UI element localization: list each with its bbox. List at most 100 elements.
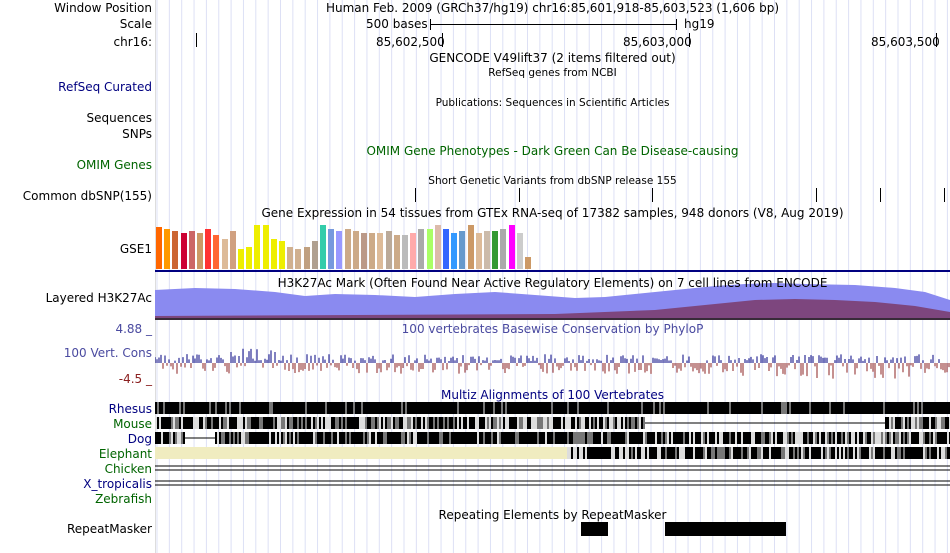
elephant-block bbox=[753, 447, 755, 459]
species-zebrafish[interactable]: Zebrafish bbox=[95, 492, 152, 506]
repeat-title[interactable]: Repeating Elements by RepeatMasker bbox=[438, 508, 667, 522]
omim-title[interactable]: OMIM Gene Phenotypes - Dark Green Can Be… bbox=[366, 144, 739, 158]
repeat-label[interactable]: RepeatMasker bbox=[66, 522, 152, 536]
mouse-block bbox=[629, 417, 631, 429]
elephant-block bbox=[691, 447, 693, 459]
multiz-title[interactable]: Multiz Alignments of 100 Vertebrates bbox=[440, 388, 665, 402]
gtex-bar[interactable] bbox=[287, 247, 294, 269]
gtex-bar[interactable] bbox=[467, 225, 474, 269]
gtex-bar[interactable] bbox=[205, 229, 212, 269]
gtex-bar[interactable] bbox=[516, 233, 523, 269]
gtex-bar[interactable] bbox=[352, 231, 359, 269]
snps-label[interactable]: SNPs bbox=[122, 127, 152, 141]
gtex-bar[interactable] bbox=[188, 231, 195, 269]
refseq-title[interactable]: RefSeq genes from NCBI bbox=[488, 67, 617, 79]
gtex-bar[interactable] bbox=[426, 229, 433, 269]
dog-block bbox=[303, 432, 305, 444]
gtex-bar[interactable] bbox=[451, 233, 458, 269]
gtex-bar[interactable] bbox=[418, 229, 425, 269]
gtex-bar[interactable] bbox=[385, 231, 392, 269]
gtex-bar[interactable] bbox=[303, 247, 310, 269]
gtex-bar[interactable] bbox=[377, 233, 384, 269]
rhesus-block bbox=[685, 402, 687, 414]
dbsnp-title[interactable]: Short Genetic Variants from dbSNP releas… bbox=[428, 175, 677, 187]
species-elephant[interactable]: Elephant bbox=[98, 447, 152, 461]
dog-block bbox=[769, 432, 771, 444]
h3k27ac-title[interactable]: H3K27Ac Mark (Often Found Near Active Re… bbox=[277, 276, 828, 290]
gtex-bar[interactable] bbox=[369, 233, 376, 269]
h3k27ac-plot[interactable] bbox=[155, 270, 950, 322]
elephant-block bbox=[657, 447, 659, 459]
gtex-bar[interactable] bbox=[311, 241, 318, 269]
rhesus-block bbox=[317, 402, 319, 414]
mouse-block bbox=[487, 417, 489, 429]
mouse-block bbox=[237, 417, 239, 429]
species-dog[interactable]: Dog bbox=[127, 432, 152, 446]
gtex-bar[interactable] bbox=[156, 227, 162, 269]
gtex-bar[interactable] bbox=[500, 229, 507, 269]
gtex-bar[interactable] bbox=[197, 233, 203, 269]
gtex-bar[interactable] bbox=[508, 225, 515, 269]
phylop-label[interactable]: 100 Vert. Cons bbox=[63, 346, 152, 360]
sequences-label[interactable]: Sequences bbox=[86, 111, 152, 125]
gtex-bar[interactable] bbox=[180, 233, 187, 269]
multiz-alignments[interactable] bbox=[155, 402, 950, 502]
species-chicken[interactable]: Chicken bbox=[104, 462, 152, 476]
gtex-bar[interactable] bbox=[270, 239, 277, 269]
gtex-title[interactable]: Gene Expression in 54 tissues from GTEx … bbox=[261, 206, 844, 220]
h3k27ac-label[interactable]: Layered H3K27Ac bbox=[45, 291, 152, 305]
omim-label[interactable]: OMIM Genes bbox=[76, 158, 152, 172]
phylop-title[interactable]: 100 vertebrates Basewise Conservation by… bbox=[401, 322, 704, 336]
phylop-plot[interactable] bbox=[155, 338, 950, 384]
rhesus-block bbox=[553, 402, 555, 414]
dbsnp-variant[interactable] bbox=[880, 188, 881, 202]
gtex-bar[interactable] bbox=[484, 231, 490, 269]
gtex-bar[interactable] bbox=[221, 239, 228, 269]
gtex-bar[interactable] bbox=[320, 225, 326, 269]
gtex-bar[interactable] bbox=[336, 231, 343, 269]
gtex-bar[interactable] bbox=[410, 233, 417, 269]
elephant-block bbox=[663, 447, 665, 459]
repeat-block-2[interactable] bbox=[665, 522, 786, 536]
dbsnp-variant[interactable] bbox=[816, 188, 817, 202]
gtex-bar[interactable] bbox=[443, 229, 449, 269]
gtex-bar[interactable] bbox=[279, 241, 285, 269]
dbsnp-variant[interactable] bbox=[519, 188, 520, 202]
gtex-bar[interactable] bbox=[361, 233, 367, 269]
gtex-bar[interactable] bbox=[246, 247, 253, 269]
gtex-bar[interactable] bbox=[402, 235, 408, 269]
species-mouse[interactable]: Mouse bbox=[113, 417, 152, 431]
gtex-bar[interactable] bbox=[213, 235, 220, 269]
gtex-bar[interactable] bbox=[262, 225, 269, 269]
gtex-bar[interactable] bbox=[164, 229, 171, 269]
gtex-bar[interactable] bbox=[475, 233, 482, 269]
repeat-block-1[interactable] bbox=[581, 522, 608, 536]
gtex-bar[interactable] bbox=[328, 229, 335, 269]
rhesus-block bbox=[803, 402, 805, 414]
gtex-bar[interactable] bbox=[295, 249, 302, 269]
gtex-bar[interactable] bbox=[172, 231, 179, 269]
gtex-label[interactable]: GSE1 bbox=[119, 242, 152, 256]
species-rhesus[interactable]: Rhesus bbox=[108, 402, 152, 416]
dbsnp-label[interactable]: Common dbSNP(155) bbox=[22, 189, 152, 203]
dog-block bbox=[291, 432, 293, 444]
gtex-bar[interactable] bbox=[238, 249, 244, 269]
dbsnp-variant[interactable] bbox=[944, 188, 945, 202]
rhesus-block bbox=[671, 402, 673, 414]
gencode-title[interactable]: GENCODE V49lift37 (2 items filtered out) bbox=[429, 51, 676, 65]
gtex-bar[interactable] bbox=[434, 225, 441, 269]
gtex-bar[interactable] bbox=[254, 225, 261, 269]
refseq-label[interactable]: RefSeq Curated bbox=[58, 80, 152, 94]
publications-title[interactable]: Publications: Sequences in Scientific Ar… bbox=[435, 97, 670, 109]
species-x-tropicalis[interactable]: X_tropicalis bbox=[83, 477, 152, 491]
gtex-bar[interactable] bbox=[459, 231, 466, 269]
gtex-bar[interactable] bbox=[229, 231, 236, 269]
dbsnp-variant[interactable] bbox=[652, 188, 653, 202]
dog-block bbox=[667, 432, 669, 444]
gtex-bar[interactable] bbox=[344, 229, 351, 269]
mouse-block bbox=[635, 417, 637, 429]
gtex-bar[interactable] bbox=[525, 257, 531, 269]
gtex-bar[interactable] bbox=[492, 231, 499, 269]
gtex-bar[interactable] bbox=[393, 235, 400, 269]
dbsnp-variant[interactable] bbox=[415, 188, 416, 202]
